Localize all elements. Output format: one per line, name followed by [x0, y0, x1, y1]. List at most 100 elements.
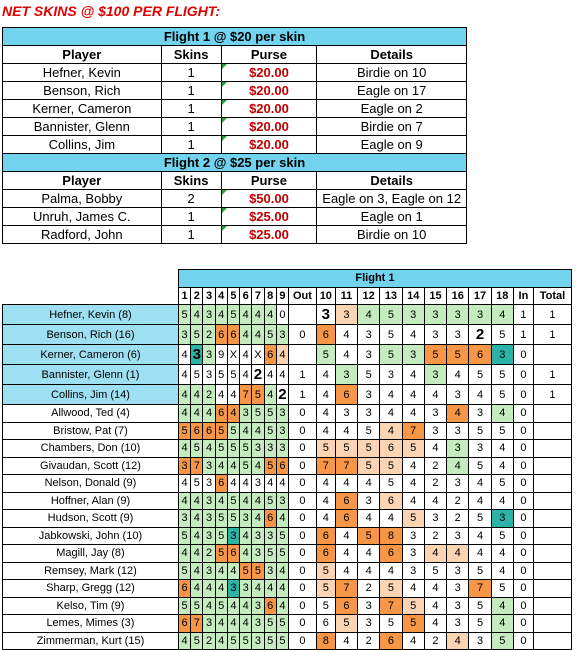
- table-row: Benson, Rich (16) 3 5 2 6 6 4 4 5 3 0 6 4 3 5 4 3 3 2 5 1 1: [2, 324, 573, 345]
- table-row: Kerner, Cameron 1 $20.00 Eagle on 2: [2, 99, 467, 118]
- player-name: Kerner, Cameron (6): [2, 344, 179, 365]
- hole-score: 4: [214, 384, 228, 405]
- hole-score: 0: [288, 474, 317, 493]
- purse-amount: $20.00: [220, 99, 318, 118]
- hole-score: 4: [334, 344, 359, 365]
- hole-score: [532, 456, 573, 475]
- hole-score: 4: [334, 526, 359, 545]
- hole-score: [532, 439, 573, 458]
- hole-score: 5: [251, 561, 265, 580]
- player-name: Allwood, Ted (4): [2, 404, 179, 423]
- hole-score: 3: [423, 421, 448, 440]
- hole-header: 13: [379, 286, 403, 305]
- hole-score: [532, 596, 573, 615]
- hole-score: 6: [226, 544, 241, 563]
- hole-score: 0: [512, 474, 534, 493]
- table-row: Jabkowski, John (10) 5 4 3 5 3 4 3 3 5 0 6 4 5 8 3 2 3 4 5 0: [2, 526, 573, 545]
- hole-score: 7: [190, 456, 204, 475]
- hole-score: 3: [251, 596, 265, 615]
- hole-score: 3: [251, 526, 265, 545]
- hole-score: 3: [357, 614, 381, 633]
- table-row: Givaudan, Scott (12) 3 7 3 4 4 5 4 5 6 0 7 7 5 5 4 2 4 5 4 0: [2, 456, 573, 475]
- hole-score: 9: [214, 344, 228, 365]
- hole-score: 3: [239, 404, 253, 423]
- hole-score: 3: [202, 456, 216, 475]
- hole-score: 4: [490, 439, 514, 458]
- hole-score: 4: [251, 579, 265, 598]
- hole-score: 4: [226, 456, 241, 475]
- hole-score: 1: [288, 364, 317, 385]
- hole-score: 4: [401, 474, 425, 493]
- hole-score: 5: [379, 474, 403, 493]
- hole-score: 0: [288, 614, 317, 633]
- hole-score: 5: [177, 561, 192, 580]
- player-name: Palma, Bobby: [2, 189, 162, 208]
- hole-score: 3: [357, 491, 381, 510]
- hole-score: 3: [357, 596, 381, 615]
- hole-score: 4: [214, 491, 228, 510]
- table-row: Unruh, James C. 1 $25.00 Eagle on 1: [2, 207, 467, 226]
- skins-count: 1: [160, 225, 222, 244]
- hole-score: 3: [202, 474, 216, 493]
- hole-score: 3: [468, 631, 492, 650]
- hole-score: 4: [334, 631, 359, 650]
- hole-score: 6: [177, 579, 192, 598]
- hole-score: 5: [226, 631, 241, 650]
- hole-score: 4: [468, 526, 492, 545]
- player-name: Hoffner, Alan (9): [2, 491, 179, 510]
- hole-header: 11: [334, 286, 359, 305]
- hole-score: 3: [446, 421, 470, 440]
- table-row: Kelso, Tim (9) 5 5 4 5 4 4 3 6 4 0 5 6 3 7 5 4 3 5 4 0: [2, 596, 573, 615]
- player-name: Kelso, Tim (9): [2, 596, 179, 615]
- hole-score: 4: [275, 364, 290, 385]
- table-row: Hoffner, Alan (9) 4 4 3 4 5 4 4 5 3 0 4 6 3 6 4 4 2 4 4 0: [2, 491, 573, 510]
- hole-score: 4: [468, 544, 492, 563]
- skins-count: 1: [160, 99, 222, 118]
- player-name: Sharp, Gregg (12): [2, 579, 179, 598]
- hole-score: 3: [239, 509, 253, 528]
- hole-score: 4: [401, 631, 425, 650]
- hole-score: 4: [315, 474, 336, 493]
- hole-score: 5: [275, 544, 290, 563]
- hole-score: 5: [468, 561, 492, 580]
- skins-count: 1: [160, 135, 222, 154]
- hole-score: 4: [315, 421, 336, 440]
- hole-score: 3: [263, 439, 277, 458]
- hole-score: 4: [490, 491, 514, 510]
- hole-score: 5: [490, 324, 514, 345]
- hole-header: 15: [423, 286, 448, 305]
- hole-score: 4: [177, 439, 192, 458]
- hole-score: 4: [214, 561, 228, 580]
- hole-score: [532, 509, 573, 528]
- hole-score: 6: [315, 324, 336, 345]
- hole-score: 5: [251, 404, 265, 423]
- hole-score: X: [251, 344, 265, 365]
- hole-score: 2: [446, 491, 470, 510]
- hole-score: 5: [315, 344, 336, 365]
- hole-score: 5: [214, 509, 228, 528]
- hole-score: 5: [239, 456, 253, 475]
- skins-count: 1: [160, 81, 222, 100]
- hole-score: 4: [239, 544, 253, 563]
- hole-score: 4: [251, 421, 265, 440]
- hole-score: 4: [423, 384, 448, 405]
- hole-score: 4: [177, 631, 192, 650]
- hole-score: 4: [468, 384, 492, 405]
- purse-amount: $25.00: [220, 225, 318, 244]
- table-row: Sharp, Gregg (12) 6 4 4 4 3 3 4 4 4 0 5 7 2 5 4 4 3 7 5 0: [2, 579, 573, 598]
- hole-score: [532, 491, 573, 510]
- hole-score: 4: [490, 561, 514, 580]
- skin-details: Eagle on 3, Eagle on 12: [316, 189, 467, 208]
- hole-score: 4: [202, 404, 216, 423]
- hole-score: 4: [446, 544, 470, 563]
- hole-score: 4: [490, 304, 514, 325]
- table-row: Zimmerman, Kurt (15) 4 5 2 4 5 5 3 5 5 0 8 4 2 6 4 2 4 3 5 0: [2, 631, 573, 650]
- column-header: Purse: [220, 171, 318, 190]
- hole-score: 4: [357, 474, 381, 493]
- hole-score: 6: [379, 631, 403, 650]
- hole-score: 0: [512, 509, 534, 528]
- hole-header: 18: [490, 286, 514, 305]
- hole-score: 4: [490, 404, 514, 423]
- hole-score: 3: [275, 404, 290, 423]
- hole-score: 5: [357, 439, 381, 458]
